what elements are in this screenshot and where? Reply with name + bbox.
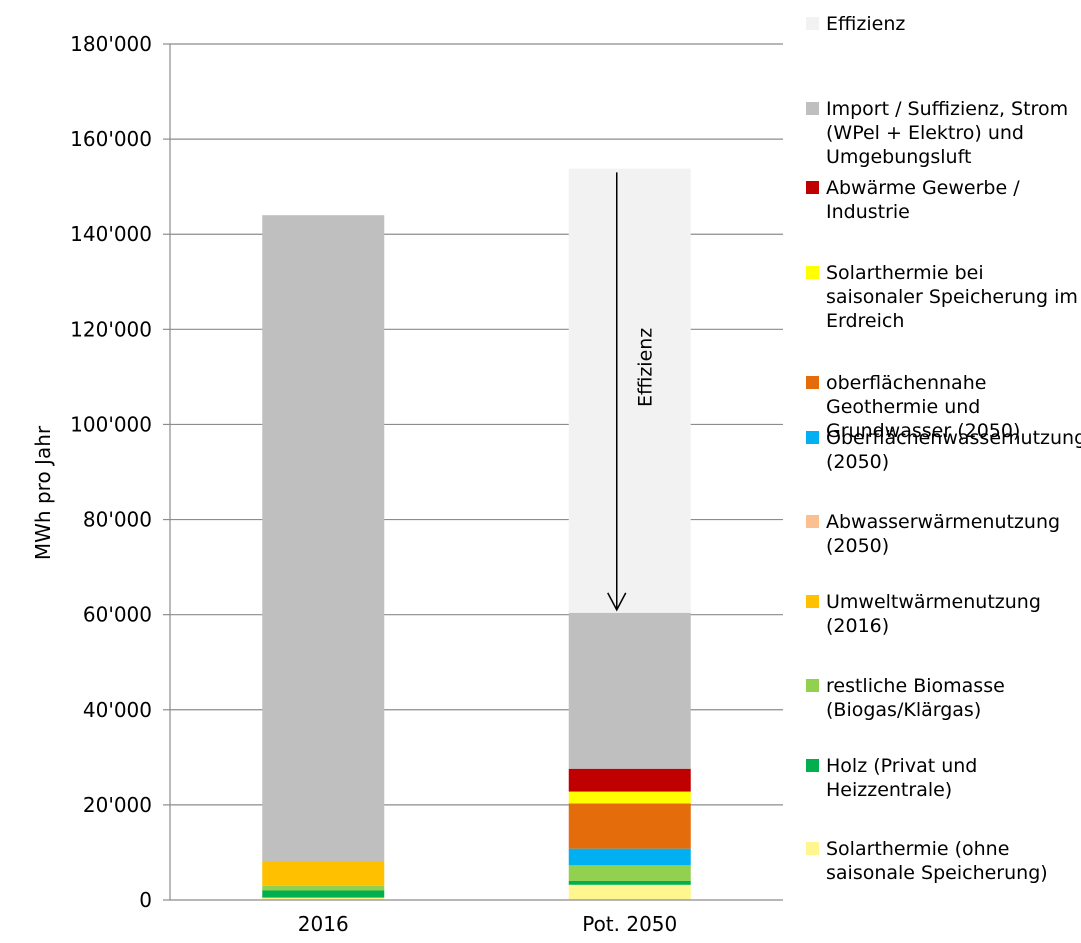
legend-swatch: [806, 17, 819, 30]
legend-swatch: [806, 842, 819, 855]
legend-swatch: [806, 595, 819, 608]
bar-segment: [568, 880, 691, 885]
y-tick-label: 100'000: [70, 412, 152, 436]
gridlines: [170, 43, 783, 806]
annotations: Effizienz: [607, 172, 657, 612]
legend-swatch: [806, 679, 819, 692]
bars: [262, 168, 691, 900]
bar-segment: [262, 215, 385, 862]
y-axis-label: MWh pro Jahr: [31, 425, 55, 560]
legend-swatch: [806, 181, 819, 194]
y-tick-label: 140'000: [70, 222, 152, 246]
legend-label: Effizienz: [826, 13, 906, 35]
legend-swatch: [806, 102, 819, 115]
legend-label: Import / Suffizienz, Strom (WPel + Elekt…: [826, 98, 1069, 168]
x-axis: 2016 Pot. 2050: [170, 899, 783, 936]
x-tick-label: Pot. 2050: [582, 912, 677, 936]
legend-label: Abwärme Gewerbe / Industrie: [826, 177, 1020, 223]
legend-swatch: [806, 759, 819, 772]
x-tick-label: 2016: [298, 912, 349, 936]
bar-segment: [262, 861, 385, 886]
bar-segment: [568, 791, 691, 804]
legend-label: oberflächennahe Geothermie und Grundwass…: [826, 372, 1021, 442]
legend-label: Solarthermie bei saisonaler Speicherung …: [826, 262, 1078, 332]
y-tick-label: 180'000: [70, 32, 152, 56]
bar-segment: [568, 865, 691, 881]
legend-label: Solarthermie (ohne saisonale Speicherung…: [826, 838, 1048, 884]
legend-label: Oberflächenwassernutzung (2050): [826, 427, 1081, 473]
y-tick-label: 0: [139, 888, 152, 912]
arrowhead-icon: [607, 592, 627, 612]
y-tick-label: 160'000: [70, 127, 152, 151]
bar-segment: [262, 885, 385, 891]
bar-segment: [568, 768, 691, 792]
legend-swatch: [806, 266, 819, 279]
legend-swatch: [806, 431, 819, 444]
bar-segment: [568, 884, 691, 900]
effizienz-annotation: Effizienz: [635, 328, 657, 407]
y-tick-label: 120'000: [70, 317, 152, 341]
y-axis: 0 20'000 40'000 60'000 80'000 100'000 120'000 1…: [70, 32, 171, 912]
legend-label: restliche Biomasse (Biogas/Klärgas): [826, 675, 1005, 721]
bar-segment: [262, 897, 385, 900]
y-tick-label: 60'000: [83, 603, 152, 627]
legend-label: Abwasserwärmenutzung (2050): [826, 511, 1061, 557]
legend-label: Umweltwärmenutzung (2016): [826, 591, 1041, 637]
legend-swatch: [806, 515, 819, 528]
bar-segment: [568, 848, 691, 866]
legend-swatch: [806, 376, 819, 389]
bar-segment: [568, 168, 691, 613]
bar-segment: [568, 612, 691, 769]
y-tick-label: 20'000: [83, 793, 152, 817]
y-tick-label: 40'000: [83, 698, 152, 722]
stacked-bar-chart: 0 20'000 40'000 60'000 80'000 100'000 120'000 1…: [31, 32, 783, 936]
legend-label: Holz (Privat und Heizzentrale): [826, 755, 978, 801]
bar-segment: [568, 803, 691, 849]
bar-segment: [262, 890, 385, 898]
y-tick-label: 80'000: [83, 508, 152, 532]
